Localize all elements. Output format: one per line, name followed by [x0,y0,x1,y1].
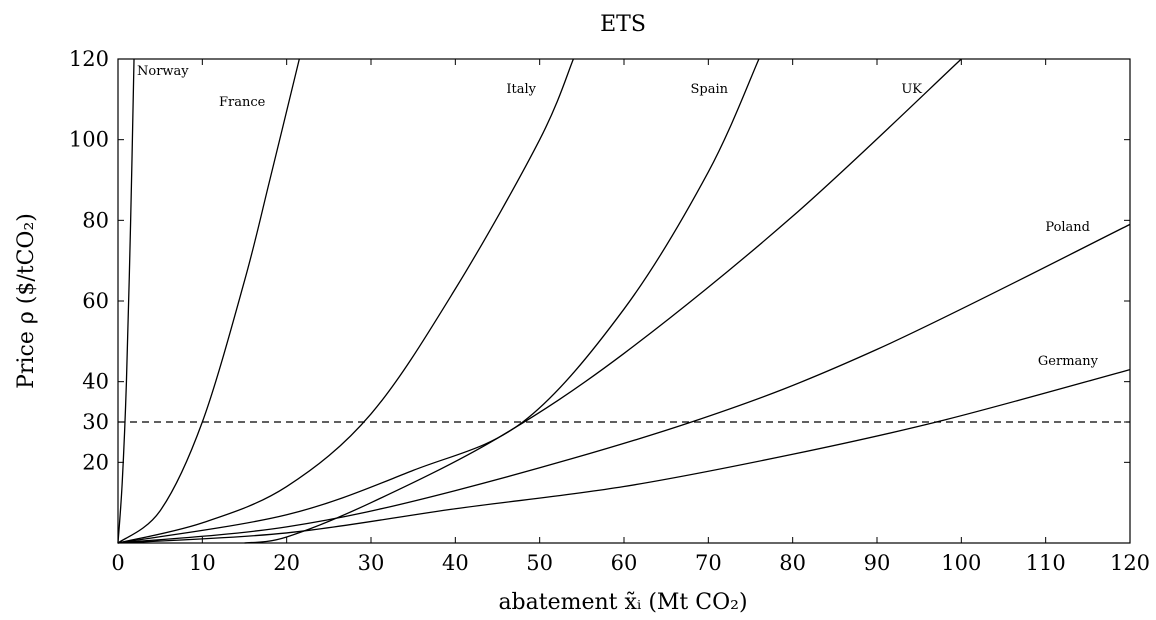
series-labels: Norway France Italy Spain UK Poland Germany [137,64,1099,369]
y-tick-label: 100 [69,128,109,152]
y-tick-label: 60 [82,289,109,313]
chart-title: ETS [600,12,646,37]
series-line-spain [117,58,760,544]
series-label-spain: Spain [690,82,728,97]
x-axis: 0 10 20 30 40 50 60 70 80 90 100 110 120 [111,59,1150,575]
series-line-germany [117,368,1131,544]
series-label-norway: Norway [137,64,189,79]
series-line-italy [117,58,574,544]
x-tick-label: 40 [442,551,469,575]
series-line-uk [244,58,962,544]
series-line-norway [117,58,135,544]
y-tick-label: 40 [82,370,109,394]
series-label-france: France [219,95,266,110]
x-tick-label: 0 [111,551,124,575]
series-line-france [117,58,300,544]
y-axis: 20 30 40 60 80 100 120 [69,47,1130,474]
x-tick-label: 100 [941,551,981,575]
x-tick-label: 10 [189,551,216,575]
y-tick-label: 30 [82,410,109,434]
y-tick-label: 80 [82,208,109,232]
series-label-germany: Germany [1038,354,1099,369]
x-tick-label: 60 [611,551,638,575]
series-label-italy: Italy [506,82,536,97]
x-tick-label: 30 [358,551,385,575]
y-tick-label: 20 [82,450,109,474]
x-tick-label: 20 [273,551,300,575]
y-tick-label: 120 [69,47,109,71]
series-label-uk: UK [901,82,922,97]
x-tick-label: 110 [1026,551,1066,575]
x-tick-label: 90 [864,551,891,575]
series-line-poland [117,223,1131,544]
series-curves [117,58,1131,544]
series-label-poland: Poland [1045,220,1090,235]
x-tick-label: 80 [779,551,806,575]
x-tick-label: 50 [526,551,553,575]
x-tick-label: 120 [1110,551,1150,575]
x-tick-label: 70 [695,551,722,575]
x-axis-label: abatement x̃ᵢ (Mt CO₂) [498,590,747,615]
y-axis-label: Price ρ ($/tCO₂) [14,213,39,389]
